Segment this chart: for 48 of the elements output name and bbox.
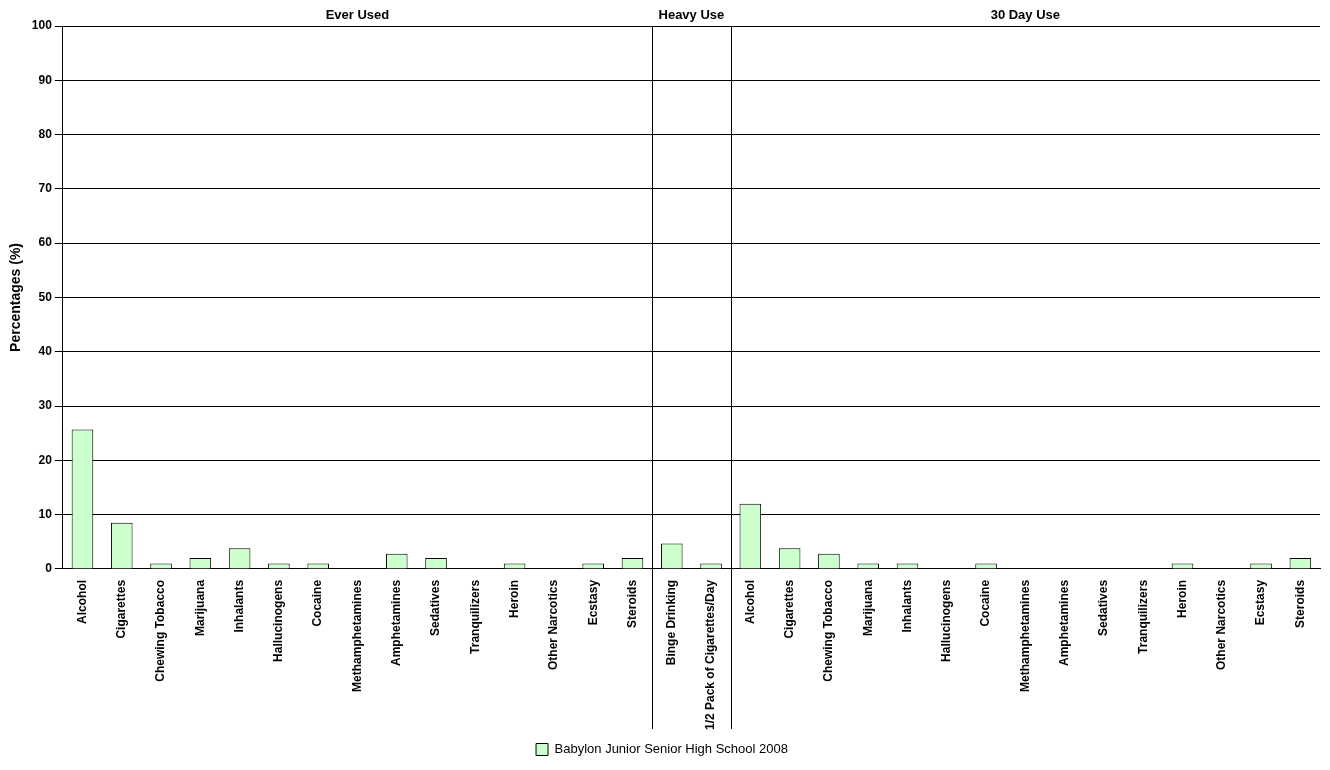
x-tick-label: Sedatives: [428, 579, 443, 636]
x-tick-label: Other Narcotics: [546, 579, 561, 670]
x-tick-label: 1/2 Pack of Cigarettes/Day: [703, 579, 718, 731]
y-tick-label: 40: [38, 344, 53, 359]
x-tick-label: Inhalants: [899, 579, 914, 633]
y-axis-title: Percentages (%): [7, 243, 24, 352]
x-tick-label: Other Narcotics: [1214, 579, 1229, 670]
legend-label: Babylon Junior Senior High School 2008: [554, 741, 788, 757]
x-tick-label: Ecstasy: [585, 579, 600, 626]
x-tick-label: Sedatives: [1096, 579, 1111, 636]
y-tick-label: 30: [38, 398, 53, 413]
x-tick-label: Cocaine: [978, 579, 993, 627]
x-tick-label: Inhalants: [231, 579, 246, 633]
x-tick-label: Amphetamines: [1056, 579, 1071, 666]
x-tick-label: Hallucinogens: [271, 579, 286, 662]
x-tick-label: Tranquilizers: [467, 579, 482, 654]
x-tick-label: Steroids: [624, 579, 639, 628]
x-tick-label: Tranquilizers: [1135, 579, 1150, 654]
x-tick-label: Ecstasy: [1253, 579, 1268, 626]
x-tick-label: Marijuana: [192, 579, 207, 636]
y-tick-label: 20: [38, 452, 53, 467]
x-tick-label: Methamphetamines: [349, 579, 364, 692]
y-tick-label: 0: [45, 561, 53, 576]
y-tick-label: 80: [38, 126, 53, 141]
y-tick-label: 90: [38, 72, 53, 87]
text: Heavy Use: [658, 7, 725, 23]
x-tick-label: Methamphetamines: [1017, 579, 1032, 692]
x-tick-label: Alcohol: [742, 579, 757, 624]
x-tick-label: Steroids: [1292, 579, 1307, 628]
y-tick-label: 10: [38, 506, 53, 521]
x-tick-label: Heroin: [506, 579, 521, 618]
y-tick-label: 70: [38, 181, 53, 196]
x-tick-label: Amphetamines: [389, 579, 404, 666]
x-tick-label: Binge Drinking: [664, 579, 679, 666]
y-tick-label: 60: [38, 235, 53, 250]
text: 30 Day Use: [990, 7, 1061, 23]
text: Ever Used: [325, 7, 390, 23]
x-tick-label: Cigarettes: [781, 579, 796, 639]
y-tick-label: 50: [38, 289, 53, 304]
x-tick-label: Marijuana: [860, 579, 875, 636]
x-tick-label: Cocaine: [310, 579, 325, 627]
y-tick-label: 100: [31, 18, 53, 33]
x-tick-label: Heroin: [1174, 579, 1189, 618]
x-tick-label: Hallucinogens: [939, 579, 954, 662]
x-tick-label: Chewing Tobacco: [153, 579, 168, 682]
x-tick-label: Chewing Tobacco: [821, 579, 836, 682]
x-tick-label: Alcohol: [74, 579, 89, 624]
x-tick-label: Cigarettes: [114, 579, 129, 639]
